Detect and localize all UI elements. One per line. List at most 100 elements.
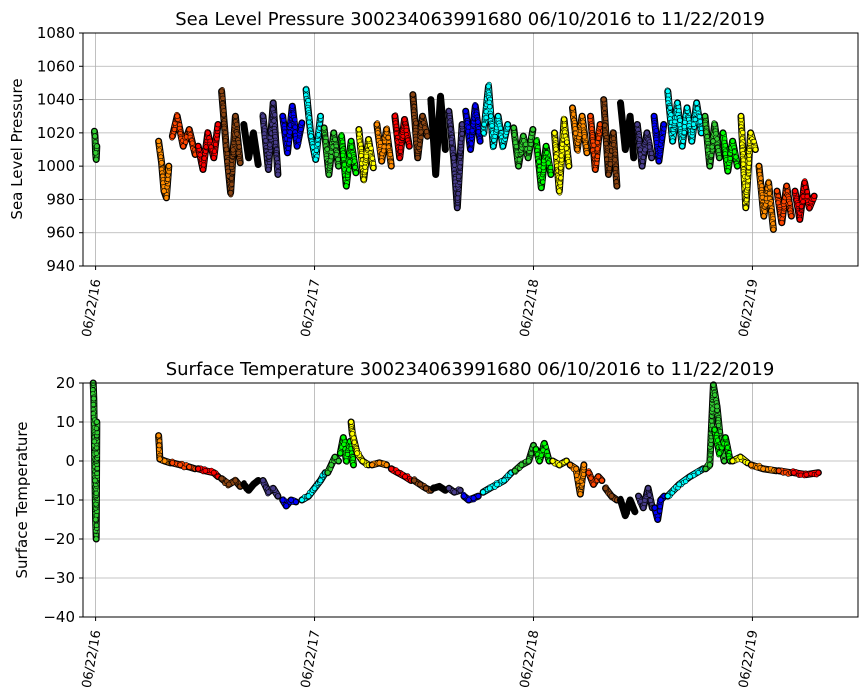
pressure-data-point [504,121,511,128]
pressure-data-point [245,155,252,161]
pressure-data-point [174,113,180,119]
pressure-data-point [469,128,475,134]
temperature-series [336,434,357,469]
temperature-data-point [646,492,653,498]
pressure-data-point [475,119,481,125]
pressure-data-point [556,188,563,194]
pressure-data-point [158,160,165,166]
temperature-data-point [695,470,701,476]
pressure-data-point [513,143,519,150]
pressure-data-point [360,176,367,183]
pressure-data-point [374,121,380,128]
pressure-data-point [383,126,390,133]
temperature-data-point [156,442,162,449]
pressure-data-point [458,160,464,166]
pressure-data-point [93,156,99,163]
temperature-series [89,379,101,543]
pressure-data-point [485,83,492,90]
pressure-series [755,162,777,233]
temperature-series [368,459,390,469]
temperature-chart: Surface Temperature 300234063991680 06/1… [13,359,859,689]
temperature-series [387,465,415,484]
temperature-y-axis-label: Surface Temperature [13,422,31,579]
pressure-data-point [612,157,618,163]
pressure-data-point [530,126,536,133]
pressure-data-point [716,155,723,161]
pressure-data-point [458,136,465,142]
pressure-chart-title: Sea Level Pressure 300234063991680 06/10… [175,9,765,30]
temperature-data-point [651,504,658,511]
pressure-data-point [738,113,744,119]
pressure-data-point [602,122,608,128]
pressure-data-point [180,143,186,149]
temperature-data-point [241,481,247,488]
pressure-data-point [677,117,683,123]
temperature-data-point [724,445,731,451]
temperature-data-point [383,462,390,468]
pressure-data-point [756,163,762,169]
pressure-data-point [454,205,461,211]
pressure-data-point [702,113,708,119]
pressure-series [600,96,621,190]
pressure-data-point [714,136,720,142]
pressure-data-point [483,114,489,121]
pressure-data-point [569,105,576,111]
pressure-data-point [639,163,645,169]
pressure-data-point [211,148,218,154]
temperature-y-tick-label: 0 [65,452,75,470]
temperature-data-point [533,446,539,453]
temperature-data-point [155,432,162,439]
temperature-series [711,425,734,465]
pressure-data-point [648,155,655,161]
pressure-data-point [630,144,637,150]
pressure-series [427,92,449,178]
pressure-data-point [664,88,671,95]
pressure-data-point [369,155,376,161]
temperature-data-point [748,462,755,468]
pressure-data-point [660,121,667,128]
pressure-data-point [742,205,749,211]
pressure-data-point [628,121,634,128]
temperature-data-point [573,465,579,472]
pressure-data-point [572,130,579,136]
temperature-data-point [348,419,354,425]
pressure-data-point [603,141,609,147]
pressure-data-point [681,124,688,130]
pressure-data-point [294,143,300,149]
temperature-data-point [93,425,99,432]
pressure-data-point [284,150,291,156]
pressure-data-point [595,135,602,141]
pressure-data-point [456,174,462,180]
pressure-data-point [341,162,347,168]
temperature-series [617,495,639,520]
pressure-data-point [656,158,662,164]
pressure-data-point [729,138,736,144]
pressure-data-point [368,145,374,151]
temperature-data-point [567,462,573,468]
pressure-data-point [171,126,177,133]
pressure-data-point [500,143,506,149]
temperature-series [259,477,282,500]
pressure-data-point [758,175,764,181]
temperature-data-point [775,467,782,474]
pressure-data-point [708,152,714,159]
pressure-data-point [751,138,757,145]
pressure-series [409,91,431,162]
pressure-data-point [553,154,559,160]
temperature-data-point [494,481,500,488]
pressure-data-point [606,166,613,172]
pressure-data-point [403,127,409,133]
temperature-data-point [279,497,286,503]
pressure-data-point [679,143,686,149]
pressure-data-point [306,119,312,125]
pressure-data-point [778,219,785,226]
temperature-data-point [657,503,663,510]
temperature-data-point [599,477,605,484]
temperature-data-point [161,458,168,464]
temperature-series [790,468,822,479]
pressure-data-point [733,154,739,160]
temperature-series [218,475,244,490]
temperature-y-tick-label: 10 [56,413,75,431]
pressure-data-point [561,122,568,128]
temperature-data-point [518,462,525,468]
